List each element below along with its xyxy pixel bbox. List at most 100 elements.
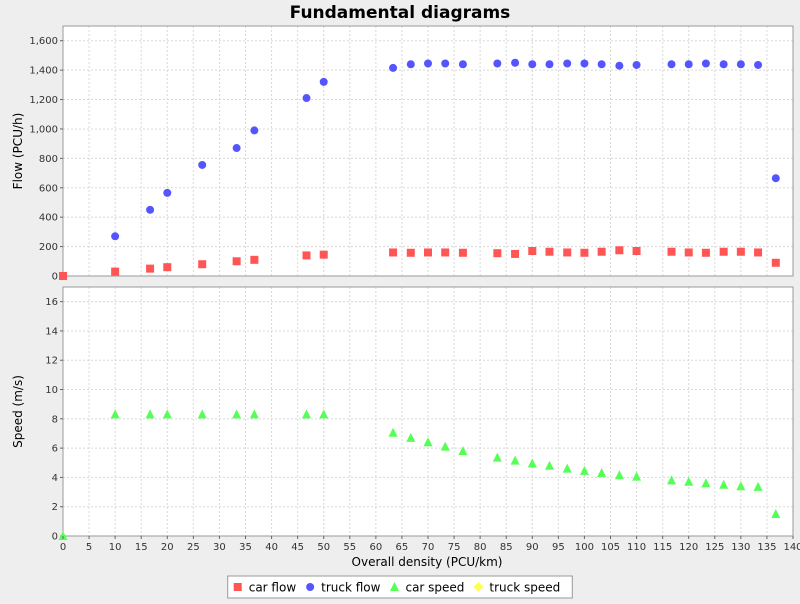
data-point: [614, 470, 624, 480]
data-point: [302, 94, 311, 103]
x-tick-label: 55: [343, 542, 356, 553]
data-point: [197, 409, 207, 419]
legend-label: truck speed: [489, 581, 560, 595]
data-point: [667, 60, 676, 69]
data-point: [458, 248, 467, 257]
data-point: [580, 248, 589, 257]
data-point: [250, 126, 259, 135]
data-point: [458, 446, 468, 456]
x-tick-label: 140: [783, 542, 800, 553]
data-point: [319, 250, 328, 259]
data-point: [302, 409, 312, 419]
legend-marker: [233, 583, 242, 591]
data-point: [406, 248, 415, 257]
data-point: [440, 441, 450, 451]
y-tick-label: 200: [39, 242, 58, 253]
x-tick-label: 60: [369, 542, 382, 553]
x-tick-label: 5: [86, 542, 92, 553]
data-point: [667, 247, 676, 256]
data-point: [632, 60, 641, 69]
y-tick-label: 14: [45, 326, 58, 337]
x-tick-label: 110: [627, 542, 646, 553]
data-point: [250, 255, 259, 264]
legend-item-car-speed: car speed: [389, 581, 464, 595]
data-point: [319, 77, 328, 86]
data-point: [528, 247, 537, 255]
data-point: [771, 174, 780, 183]
data-point: [58, 531, 68, 540]
x-tick-label: 125: [705, 542, 724, 553]
data-point: [162, 409, 172, 419]
data-point: [319, 409, 329, 419]
data-point: [562, 463, 572, 473]
panel-2: 0 2 4 6 8 10 12 14 16 Speed (m/s): [11, 286, 794, 543]
data-point: [736, 481, 746, 491]
data-point: [163, 188, 172, 197]
y-tick-label: 600: [39, 183, 58, 194]
data-point: [667, 475, 677, 485]
data-point: [441, 59, 450, 68]
data-point: [389, 248, 398, 257]
y-axis-label: Speed (m/s): [11, 375, 25, 448]
data-point: [597, 247, 606, 256]
y-tick-label: 2: [52, 502, 58, 513]
data-point: [232, 144, 241, 153]
data-point: [527, 458, 537, 468]
x-tick-label: 35: [239, 542, 252, 553]
data-point: [701, 248, 710, 257]
x-tick-label: 40: [265, 542, 278, 553]
data-point: [423, 437, 433, 447]
data-point: [406, 60, 415, 69]
data-point: [198, 260, 207, 269]
data-point: [615, 61, 624, 70]
panel-1: 0 200 400 600 800 1,000 1,200 1,400 1,600 Flow (P…: [11, 25, 794, 283]
data-point: [424, 248, 432, 257]
y-axis-label: Flow (PCU/h): [11, 113, 25, 190]
chart-panels: 0 200 400 600 800 1,000 1,200 1,400 1,600 Flow (P…: [11, 25, 794, 543]
y-tick-label: 4: [52, 473, 58, 484]
data-point: [510, 455, 520, 465]
data-point: [146, 205, 155, 214]
x-tick-label: 135: [757, 542, 776, 553]
data-point: [684, 60, 693, 69]
y-tick-label: 1,000: [29, 124, 58, 135]
data-point: [302, 251, 311, 260]
legend-marker: [306, 583, 315, 591]
x-tick-label: 105: [601, 542, 620, 553]
data-point: [771, 509, 781, 519]
x-tick-label: 30: [213, 542, 226, 553]
legend-box: [227, 575, 573, 599]
data-point: [511, 58, 520, 67]
data-point: [545, 247, 554, 256]
data-point: [528, 60, 537, 69]
data-point: [458, 60, 467, 69]
x-tick-label: 100: [575, 542, 594, 553]
legend-marker: [473, 582, 484, 592]
data-point: [146, 264, 155, 273]
data-point: [632, 471, 642, 481]
x-tick-label: 25: [187, 542, 200, 553]
data-point: [701, 478, 711, 488]
data-point: [579, 465, 589, 475]
y-tick-label: 8: [52, 414, 58, 425]
data-point: [249, 409, 259, 419]
data-point: [736, 60, 745, 69]
data-point: [754, 248, 763, 257]
x-tick-label: 75: [448, 542, 461, 553]
x-axis: 0 5 10 15 20 25 30 35 40 45 50 55 60 65 70 75 80 85 90 95 10…: [60, 536, 800, 553]
data-point: [493, 249, 502, 258]
data-point: [719, 479, 729, 489]
y-tick-label: 12: [45, 356, 58, 367]
x-tick-label: 65: [396, 542, 409, 553]
y-tick-label: 6: [52, 444, 58, 455]
y-tick-label: 1,600: [29, 36, 58, 47]
y-tick-label: 0: [52, 532, 58, 543]
data-point: [580, 59, 589, 68]
x-axis-label: Overall density (PCU/km): [352, 555, 503, 569]
data-point: [492, 452, 502, 462]
y-tick-label: 16: [45, 297, 58, 308]
data-point: [701, 59, 710, 68]
series-car-speed: [58, 409, 781, 540]
